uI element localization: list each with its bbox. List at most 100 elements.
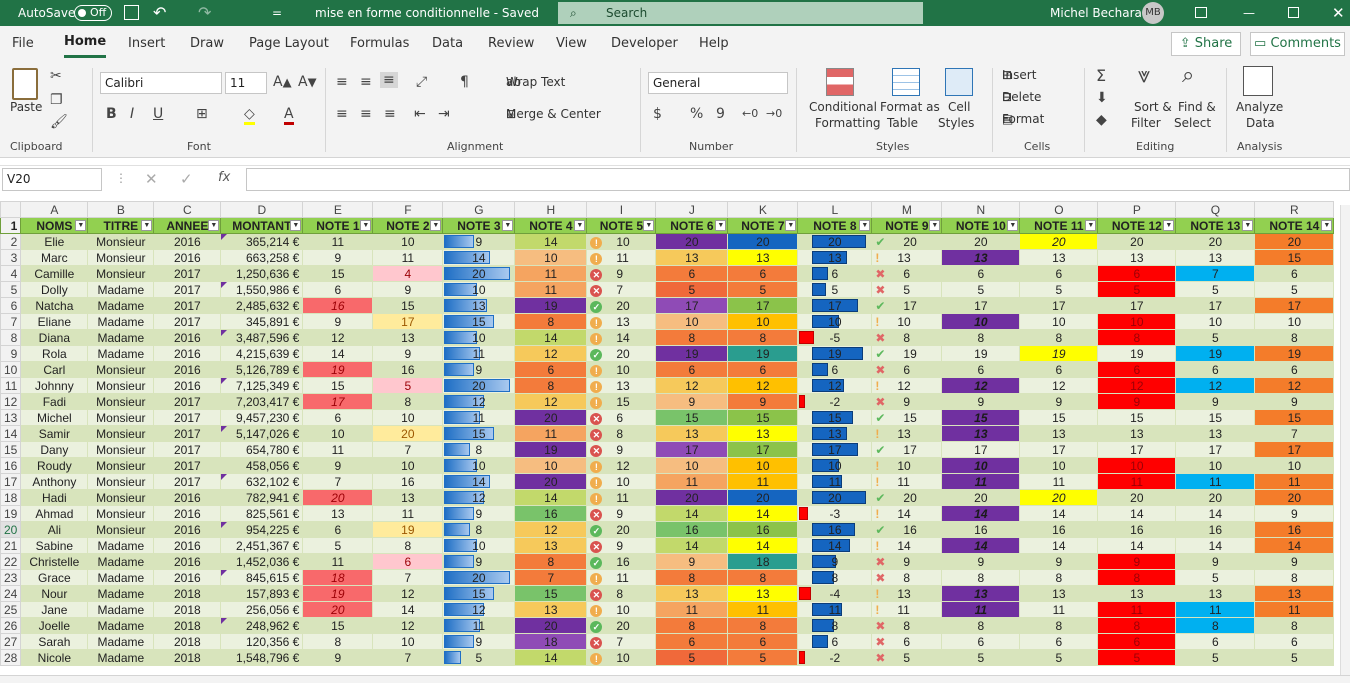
close-icon[interactable]: ✕ <box>1332 4 1345 22</box>
cell[interactable]: 2017 <box>153 441 222 458</box>
cell[interactable]: 9 <box>442 505 516 522</box>
cell[interactable]: 17 <box>1019 297 1099 314</box>
cell[interactable]: Monsieur <box>87 457 155 474</box>
row-header[interactable]: 7 <box>0 313 22 330</box>
column-title[interactable]: TITRE ▼ <box>87 217 155 234</box>
cell[interactable]: 1,452,036 € <box>220 553 304 570</box>
cell[interactable]: 14 <box>1175 505 1256 522</box>
cell[interactable]: 8 <box>1254 569 1335 586</box>
align-bottom-icon[interactable]: ≡ <box>380 72 398 88</box>
cell[interactable]: 17 <box>1097 441 1177 458</box>
cell[interactable]: 8 <box>1019 329 1099 346</box>
cell[interactable]: 14 <box>1019 537 1099 554</box>
row-header[interactable]: 15 <box>0 441 22 458</box>
cell[interactable]: 6 <box>727 265 799 282</box>
cell[interactable]: 782,941 € <box>220 489 304 506</box>
cell[interactable]: 2016 <box>153 249 222 266</box>
column-header[interactable]: E <box>302 201 374 218</box>
search-box[interactable]: ⌕ Search <box>558 2 923 24</box>
row-header[interactable]: 6 <box>0 297 22 314</box>
cell[interactable]: 1,550,986 € <box>220 281 304 298</box>
cell[interactable]: 17 <box>797 297 873 314</box>
row-header[interactable]: 24 <box>0 585 22 602</box>
cell[interactable]: 9 <box>655 393 729 410</box>
cell[interactable]: 6 <box>1254 633 1335 650</box>
align-center-icon[interactable]: ≡ <box>360 106 372 122</box>
cell[interactable]: 14 <box>1175 537 1256 554</box>
cell[interactable]: 10 <box>302 425 374 442</box>
cell[interactable]: 11 <box>941 473 1021 490</box>
cell[interactable]: 6 <box>727 633 799 650</box>
cell[interactable]: ✖ 9 <box>871 393 943 410</box>
cell[interactable]: 19 <box>727 345 799 362</box>
cell[interactable]: 14 <box>442 473 516 490</box>
cell[interactable]: 12 <box>442 601 516 618</box>
column-header[interactable]: I <box>586 201 657 218</box>
cell[interactable]: ! 11 <box>586 249 657 266</box>
column-header[interactable]: A <box>20 201 89 218</box>
cell[interactable]: 5 <box>1019 281 1099 298</box>
cell[interactable]: 2017 <box>153 473 222 490</box>
cell[interactable]: 20 <box>514 617 588 634</box>
cell[interactable]: 5 <box>727 281 799 298</box>
cell[interactable]: 2,485,632 € <box>220 297 304 314</box>
cell[interactable]: Madame <box>87 601 155 618</box>
cell[interactable]: 20 <box>797 489 873 506</box>
cell[interactable]: Christelle <box>20 553 89 570</box>
cell[interactable]: Monsieur <box>87 521 155 538</box>
italic-icon[interactable]: I <box>130 106 135 122</box>
cell[interactable]: ✕ 9 <box>586 505 657 522</box>
cell[interactable]: 9 <box>727 393 799 410</box>
find-select-icon[interactable]: ⌕ <box>1182 63 1195 88</box>
cell[interactable]: 6 <box>1019 361 1099 378</box>
cell[interactable]: 5 <box>372 377 444 394</box>
cell[interactable]: 9 <box>302 457 374 474</box>
cell[interactable]: Dolly <box>20 281 89 298</box>
column-header[interactable]: K <box>727 201 799 218</box>
cell[interactable]: Michel <box>20 409 89 426</box>
cell[interactable]: Monsieur <box>87 233 155 250</box>
cell[interactable]: 9 <box>1254 505 1335 522</box>
customize-qat-icon[interactable]: = <box>272 6 283 20</box>
cell[interactable]: 10 <box>655 457 729 474</box>
cell[interactable]: 6 <box>797 265 873 282</box>
cell[interactable]: 9 <box>941 393 1021 410</box>
cell[interactable]: 10 <box>655 313 729 330</box>
cell[interactable]: ✓ 20 <box>586 345 657 362</box>
cell[interactable]: Elie <box>20 233 89 250</box>
cell[interactable]: 9 <box>372 345 444 362</box>
cell[interactable]: 18 <box>302 569 374 586</box>
cell[interactable]: 2017 <box>153 393 222 410</box>
cell[interactable]: 6 <box>514 361 588 378</box>
cell[interactable]: Nour <box>20 585 89 602</box>
filter-dropdown-icon[interactable]: ▼ <box>859 220 871 231</box>
cell[interactable]: 13 <box>1254 585 1335 602</box>
tab-developer[interactable]: Developer <box>611 36 678 51</box>
cell[interactable]: ✕ 7 <box>586 633 657 650</box>
cell[interactable]: 2016 <box>153 537 222 554</box>
cell[interactable]: 19 <box>1254 345 1335 362</box>
column-title[interactable]: NOTE 12 ▼ <box>1097 217 1177 234</box>
cell[interactable]: 16 <box>1175 521 1256 538</box>
cell[interactable]: Anthony <box>20 473 89 490</box>
cell[interactable]: Grace <box>20 569 89 586</box>
cell-styles-icon[interactable] <box>945 68 973 96</box>
cell[interactable]: 7 <box>514 569 588 586</box>
cell[interactable]: 20 <box>442 377 516 394</box>
cell[interactable]: 10 <box>797 457 873 474</box>
cell[interactable]: 9 <box>1097 553 1177 570</box>
cut-icon[interactable]: ✂ <box>50 68 62 84</box>
cell[interactable]: 13 <box>655 425 729 442</box>
cell[interactable]: 8 <box>727 617 799 634</box>
row-header[interactable]: 5 <box>0 281 22 298</box>
tab-file[interactable]: File <box>12 36 34 51</box>
cell[interactable]: 7 <box>1254 425 1335 442</box>
cell[interactable]: 11 <box>514 265 588 282</box>
cell[interactable]: 15 <box>372 297 444 314</box>
cell[interactable]: Camille <box>20 265 89 282</box>
cell[interactable]: 16 <box>1097 521 1177 538</box>
cell[interactable]: 6 <box>655 633 729 650</box>
cell[interactable]: Madame <box>87 281 155 298</box>
cell[interactable]: 16 <box>372 473 444 490</box>
cell[interactable]: 3,487,596 € <box>220 329 304 346</box>
